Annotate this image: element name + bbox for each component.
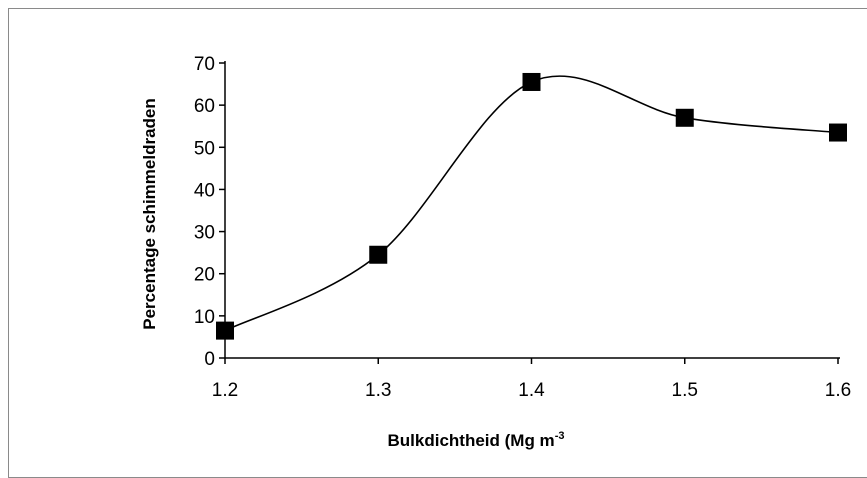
y-tick-label: 30 <box>194 223 215 244</box>
series-line <box>224 75 839 332</box>
data-point-marker <box>675 108 694 127</box>
x-axis-label-superscript: -3 <box>555 430 565 442</box>
data-point-marker <box>216 321 234 340</box>
y-tick-label: 10 <box>194 307 215 328</box>
data-point-marker <box>522 72 541 91</box>
data-point-marker <box>369 245 388 264</box>
marker-layer <box>216 72 847 340</box>
x-axis-label-main: Bulkdichtheid (Mg m <box>388 431 555 450</box>
y-tick-label: 40 <box>194 180 215 201</box>
x-tick-label: 1.6 <box>825 380 851 401</box>
x-tick-label: 1.5 <box>672 380 698 401</box>
y-axis-label: Percentage schimmeldraden <box>140 98 159 329</box>
x-axis-label: Bulkdichtheid (Mg m-3 <box>388 430 565 450</box>
y-tick-label: 70 <box>194 54 215 75</box>
data-point-marker <box>829 123 847 142</box>
line-chart: 0 10 20 30 40 50 60 70 1.2 1.3 1.4 1.5 1.6 Percenta… <box>140 54 851 450</box>
y-tick-label: 20 <box>194 265 215 286</box>
x-tick-label: 1.3 <box>365 380 391 401</box>
axes <box>224 61 840 359</box>
series-layer <box>224 75 839 332</box>
x-tick-label: 1.2 <box>212 380 238 401</box>
x-tick-label: 1.4 <box>518 380 545 401</box>
x-axis-ticks: 1.2 1.3 1.4 1.5 1.6 <box>212 358 851 401</box>
y-axis-ticks: 0 10 20 30 40 50 60 70 <box>194 54 225 370</box>
y-tick-label: 0 <box>204 349 215 370</box>
y-tick-label: 60 <box>194 96 215 117</box>
y-tick-label: 50 <box>194 138 215 159</box>
